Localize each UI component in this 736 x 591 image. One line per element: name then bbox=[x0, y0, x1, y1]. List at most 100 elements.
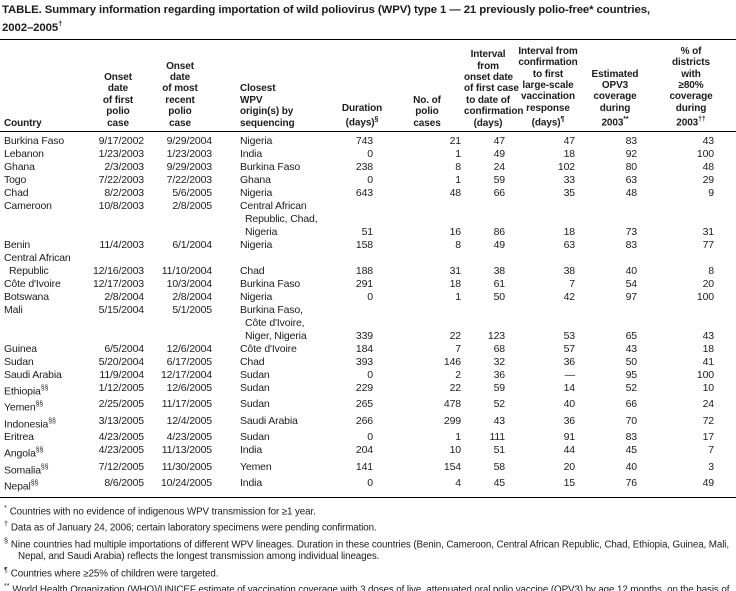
country-name: Indonesia bbox=[4, 418, 49, 431]
cell-onset_recent: 11/30/2005 bbox=[161, 460, 212, 473]
table-row: Mali 5/15/2004 5/1/2005 Burkina Faso, Côte d… bbox=[0, 304, 736, 343]
cell-interval_onset: 49 bbox=[493, 238, 506, 251]
cell-interval_confirm: 35 bbox=[563, 186, 576, 199]
cell-origin: Chad bbox=[214, 252, 334, 278]
header-line: Onset bbox=[166, 60, 194, 72]
cell-districts: 43 bbox=[702, 134, 715, 147]
cell-duration: 0 bbox=[367, 147, 373, 160]
cell-interval_confirm: 18 bbox=[563, 225, 576, 238]
country-footnote-marker: §§ bbox=[30, 480, 39, 488]
cell-country: Central African Republic bbox=[0, 252, 90, 278]
cell-opv3: 66 bbox=[625, 398, 638, 411]
cell-onset_recent: 10/3/2004 bbox=[166, 277, 213, 290]
cell-interval_onset: 51 bbox=[493, 444, 506, 457]
column-header-interval_onset: Interval from onset date of first case to da… bbox=[464, 41, 523, 132]
cell-interval_confirm: 36 bbox=[563, 355, 576, 368]
cell-country: Ghana bbox=[0, 161, 90, 174]
cell-duration: 51 bbox=[361, 225, 374, 238]
cell-origin: India bbox=[214, 477, 334, 497]
footnote-text: World Health Organization (WHO)/UNICEF e… bbox=[12, 584, 730, 591]
origin-line: Sudan bbox=[240, 381, 270, 394]
cell-cases: 18 bbox=[449, 277, 462, 290]
country-name: Burkina Faso bbox=[4, 134, 65, 147]
cell-duration: 0 bbox=[367, 290, 373, 303]
cell-onset_first: 11/4/2003 bbox=[99, 238, 144, 251]
origin-line: Côte d'Ivoire, bbox=[245, 316, 305, 329]
header-line: date bbox=[169, 71, 191, 83]
cell-cases: 299 bbox=[443, 414, 461, 427]
cell-opv3: 80 bbox=[625, 160, 638, 173]
cell-origin: Sudan bbox=[214, 369, 334, 382]
country-footnote-marker: §§ bbox=[40, 384, 49, 392]
country-footnote-marker: §§ bbox=[40, 463, 49, 471]
header-line: during bbox=[599, 102, 631, 114]
cell-cases: 1 bbox=[455, 173, 461, 186]
header-line: sequencing bbox=[240, 117, 295, 129]
footnote-marker: ** bbox=[4, 581, 10, 591]
table-row: Ethiopia§§ 1/12/2005 12/6/2005 Sudan 229 22 59… bbox=[0, 382, 736, 399]
cell-country: Eritrea bbox=[0, 431, 90, 444]
header-line: origin(s) by bbox=[240, 106, 294, 118]
cell-opv3: 83 bbox=[625, 134, 638, 147]
cell-interval_confirm: — bbox=[564, 368, 576, 381]
cell-interval_confirm: 53 bbox=[563, 329, 576, 342]
cell-onset_recent: 11/13/2005 bbox=[161, 444, 212, 457]
column-header-districts: % of districts with ≥80% coverage during 2003†… bbox=[646, 41, 736, 132]
cell-origin: Nigeria bbox=[214, 239, 334, 252]
cell-cases: 21 bbox=[449, 134, 462, 147]
table-row: Somalia§§ 7/12/2005 11/30/2005 Yemen 141 154 5… bbox=[0, 461, 736, 478]
cell-opv3: 43 bbox=[625, 342, 638, 355]
cell-interval_confirm: 15 bbox=[563, 477, 576, 490]
cell-duration: 238 bbox=[355, 160, 373, 173]
cell-onset_first: 4/23/2005 bbox=[98, 444, 145, 457]
cell-opv3: 40 bbox=[625, 264, 638, 277]
cell-interval_confirm: 47 bbox=[563, 134, 576, 147]
cell-cases: 31 bbox=[449, 264, 462, 277]
cell-districts: 29 bbox=[702, 173, 715, 186]
cell-duration: 291 bbox=[355, 277, 373, 290]
summary-table: Country Onset date of first polio case Onset da… bbox=[0, 41, 736, 498]
cell-districts: 7 bbox=[708, 444, 714, 457]
country-name: Angola bbox=[4, 447, 36, 460]
cell-cases: 2 bbox=[455, 368, 461, 381]
column-header-interval_confirm: Interval from confirmation to first large-s… bbox=[512, 41, 584, 132]
header-footnote-marker: § bbox=[374, 116, 379, 124]
cell-cases: 48 bbox=[449, 186, 462, 199]
table-row: Lebanon 1/23/2003 1/23/2003 India 0 1 49 18 92 10… bbox=[0, 148, 736, 161]
country-name: Republic bbox=[9, 264, 49, 277]
cell-onset_first: 7/22/2003 bbox=[98, 173, 145, 186]
header-line: Interval from bbox=[518, 45, 578, 57]
cell-districts: 43 bbox=[702, 329, 715, 342]
origin-line: India bbox=[240, 444, 263, 457]
footnote-text: Countries where ≥25% of children were ta… bbox=[10, 567, 219, 579]
cell-duration: 141 bbox=[355, 460, 373, 473]
table-title-line1: TABLE. Summary information regarding imp… bbox=[2, 4, 650, 16]
header-line: vaccination bbox=[521, 91, 575, 103]
cell-origin: Nigeria bbox=[214, 131, 334, 148]
cell-onset_first: 12/17/2003 bbox=[92, 277, 144, 290]
cell-cases: 8 bbox=[455, 238, 461, 251]
footnote-text: Data as of January 24, 2006; certain lab… bbox=[10, 522, 377, 534]
cell-onset_recent: 6/1/2004 bbox=[172, 238, 212, 251]
origin-line: India bbox=[240, 477, 263, 490]
table-row: Togo 7/22/2003 7/22/2003 Ghana 0 1 59 33 63 29 bbox=[0, 174, 736, 187]
cell-duration: 184 bbox=[355, 342, 373, 355]
cell-onset_first: 1/12/2005 bbox=[98, 381, 145, 394]
header-line: Duration bbox=[341, 102, 383, 114]
cell-interval_confirm: 20 bbox=[563, 460, 576, 473]
cell-onset_first: 8/6/2005 bbox=[104, 477, 144, 490]
origin-line: Saudi Arabia bbox=[240, 414, 298, 427]
country-name: Saudi Arabia bbox=[4, 368, 62, 381]
cell-interval_onset: 52 bbox=[493, 398, 506, 411]
header-line: Closest bbox=[240, 83, 276, 95]
cell-onset_first: 6/5/2004 bbox=[104, 342, 144, 355]
cell-districts: 100 bbox=[696, 368, 714, 381]
country-name: Sudan bbox=[4, 355, 34, 368]
cell-interval_confirm: 91 bbox=[563, 431, 576, 444]
origin-line: Republic, Chad, bbox=[245, 212, 318, 225]
cell-duration: 0 bbox=[367, 477, 373, 490]
cell-interval_onset: 43 bbox=[493, 414, 506, 427]
cell-interval_confirm: 57 bbox=[563, 342, 576, 355]
cell-districts: 18 bbox=[702, 342, 715, 355]
header-line: recent bbox=[165, 94, 195, 106]
